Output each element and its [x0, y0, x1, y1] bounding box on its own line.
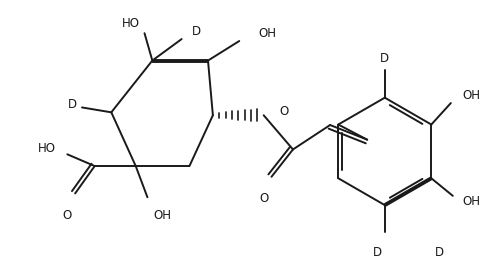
Text: D: D	[68, 98, 77, 111]
Text: OH: OH	[462, 195, 480, 208]
Text: D: D	[372, 246, 382, 259]
Text: OH: OH	[154, 209, 172, 222]
Text: D: D	[380, 52, 390, 65]
Text: D: D	[434, 246, 444, 259]
Text: HO: HO	[122, 17, 140, 30]
Text: O: O	[62, 209, 72, 222]
Text: OH: OH	[462, 89, 480, 102]
Text: D: D	[192, 25, 201, 38]
Text: O: O	[259, 192, 268, 205]
Text: OH: OH	[259, 27, 277, 40]
Text: O: O	[280, 105, 288, 118]
Text: HO: HO	[38, 142, 56, 155]
